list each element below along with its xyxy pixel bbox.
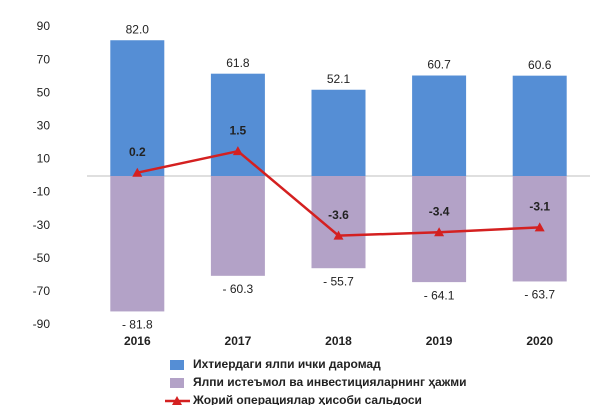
x-tick-label: 2020: [526, 334, 553, 348]
x-tick-label: 2018: [325, 334, 352, 348]
y-tick-label: 70: [37, 52, 51, 66]
line-marker: [232, 146, 243, 156]
line-value-label: -3.6: [328, 208, 349, 222]
y-tick-label: -30: [33, 218, 51, 232]
bar: [110, 176, 165, 312]
y-tick-label: 30: [37, 119, 51, 133]
x-tick-label: 2016: [124, 334, 151, 348]
bar: [311, 176, 366, 269]
bar: [512, 75, 567, 176]
bar: [311, 89, 366, 176]
legend-swatch: [170, 360, 184, 370]
y-tick-label: -70: [33, 284, 51, 298]
line-value-label: -3.1: [529, 199, 550, 213]
y-tick-label: -50: [33, 251, 51, 265]
y-tick-label: 50: [37, 85, 51, 99]
line-value-label: 1.5: [230, 123, 247, 137]
value-label: 52.1: [327, 72, 351, 86]
legend-label: Ялпи истеъмол ва инвестицияларнинг ҳажми: [193, 375, 466, 389]
value-label: 61.8: [226, 56, 250, 70]
bar: [210, 73, 265, 176]
line-marker: [534, 222, 545, 232]
value-label: - 63.7: [524, 288, 555, 302]
bar: [110, 40, 165, 176]
line-marker: [333, 230, 344, 240]
legend-label: Жорий операциялар ҳисоби сальдоси: [192, 393, 422, 405]
legend-label: Ихтиердаги ялпи ички даромад: [193, 357, 381, 371]
value-label: - 64.1: [424, 288, 455, 302]
value-label: 60.7: [427, 58, 451, 72]
line-marker: [132, 167, 143, 177]
legend-swatch: [170, 378, 184, 388]
value-label: 60.6: [528, 58, 552, 72]
value-label: - 55.7: [323, 274, 354, 288]
legend-marker: [172, 396, 182, 405]
line-marker: [434, 227, 445, 237]
line-value-label: -3.4: [429, 204, 450, 218]
value-label: 82.0: [126, 22, 150, 36]
bar: [412, 75, 467, 176]
y-tick-label: -90: [33, 317, 51, 331]
y-tick-label: 90: [37, 19, 51, 33]
bar: [210, 176, 265, 276]
x-tick-label: 2017: [225, 334, 252, 348]
value-label: - 60.3: [223, 282, 254, 296]
x-tick-label: 2019: [426, 334, 453, 348]
value-label: - 81.8: [122, 318, 153, 332]
y-tick-label: -10: [33, 185, 51, 199]
y-tick-label: 10: [37, 152, 51, 166]
line-value-label: 0.2: [129, 145, 146, 159]
